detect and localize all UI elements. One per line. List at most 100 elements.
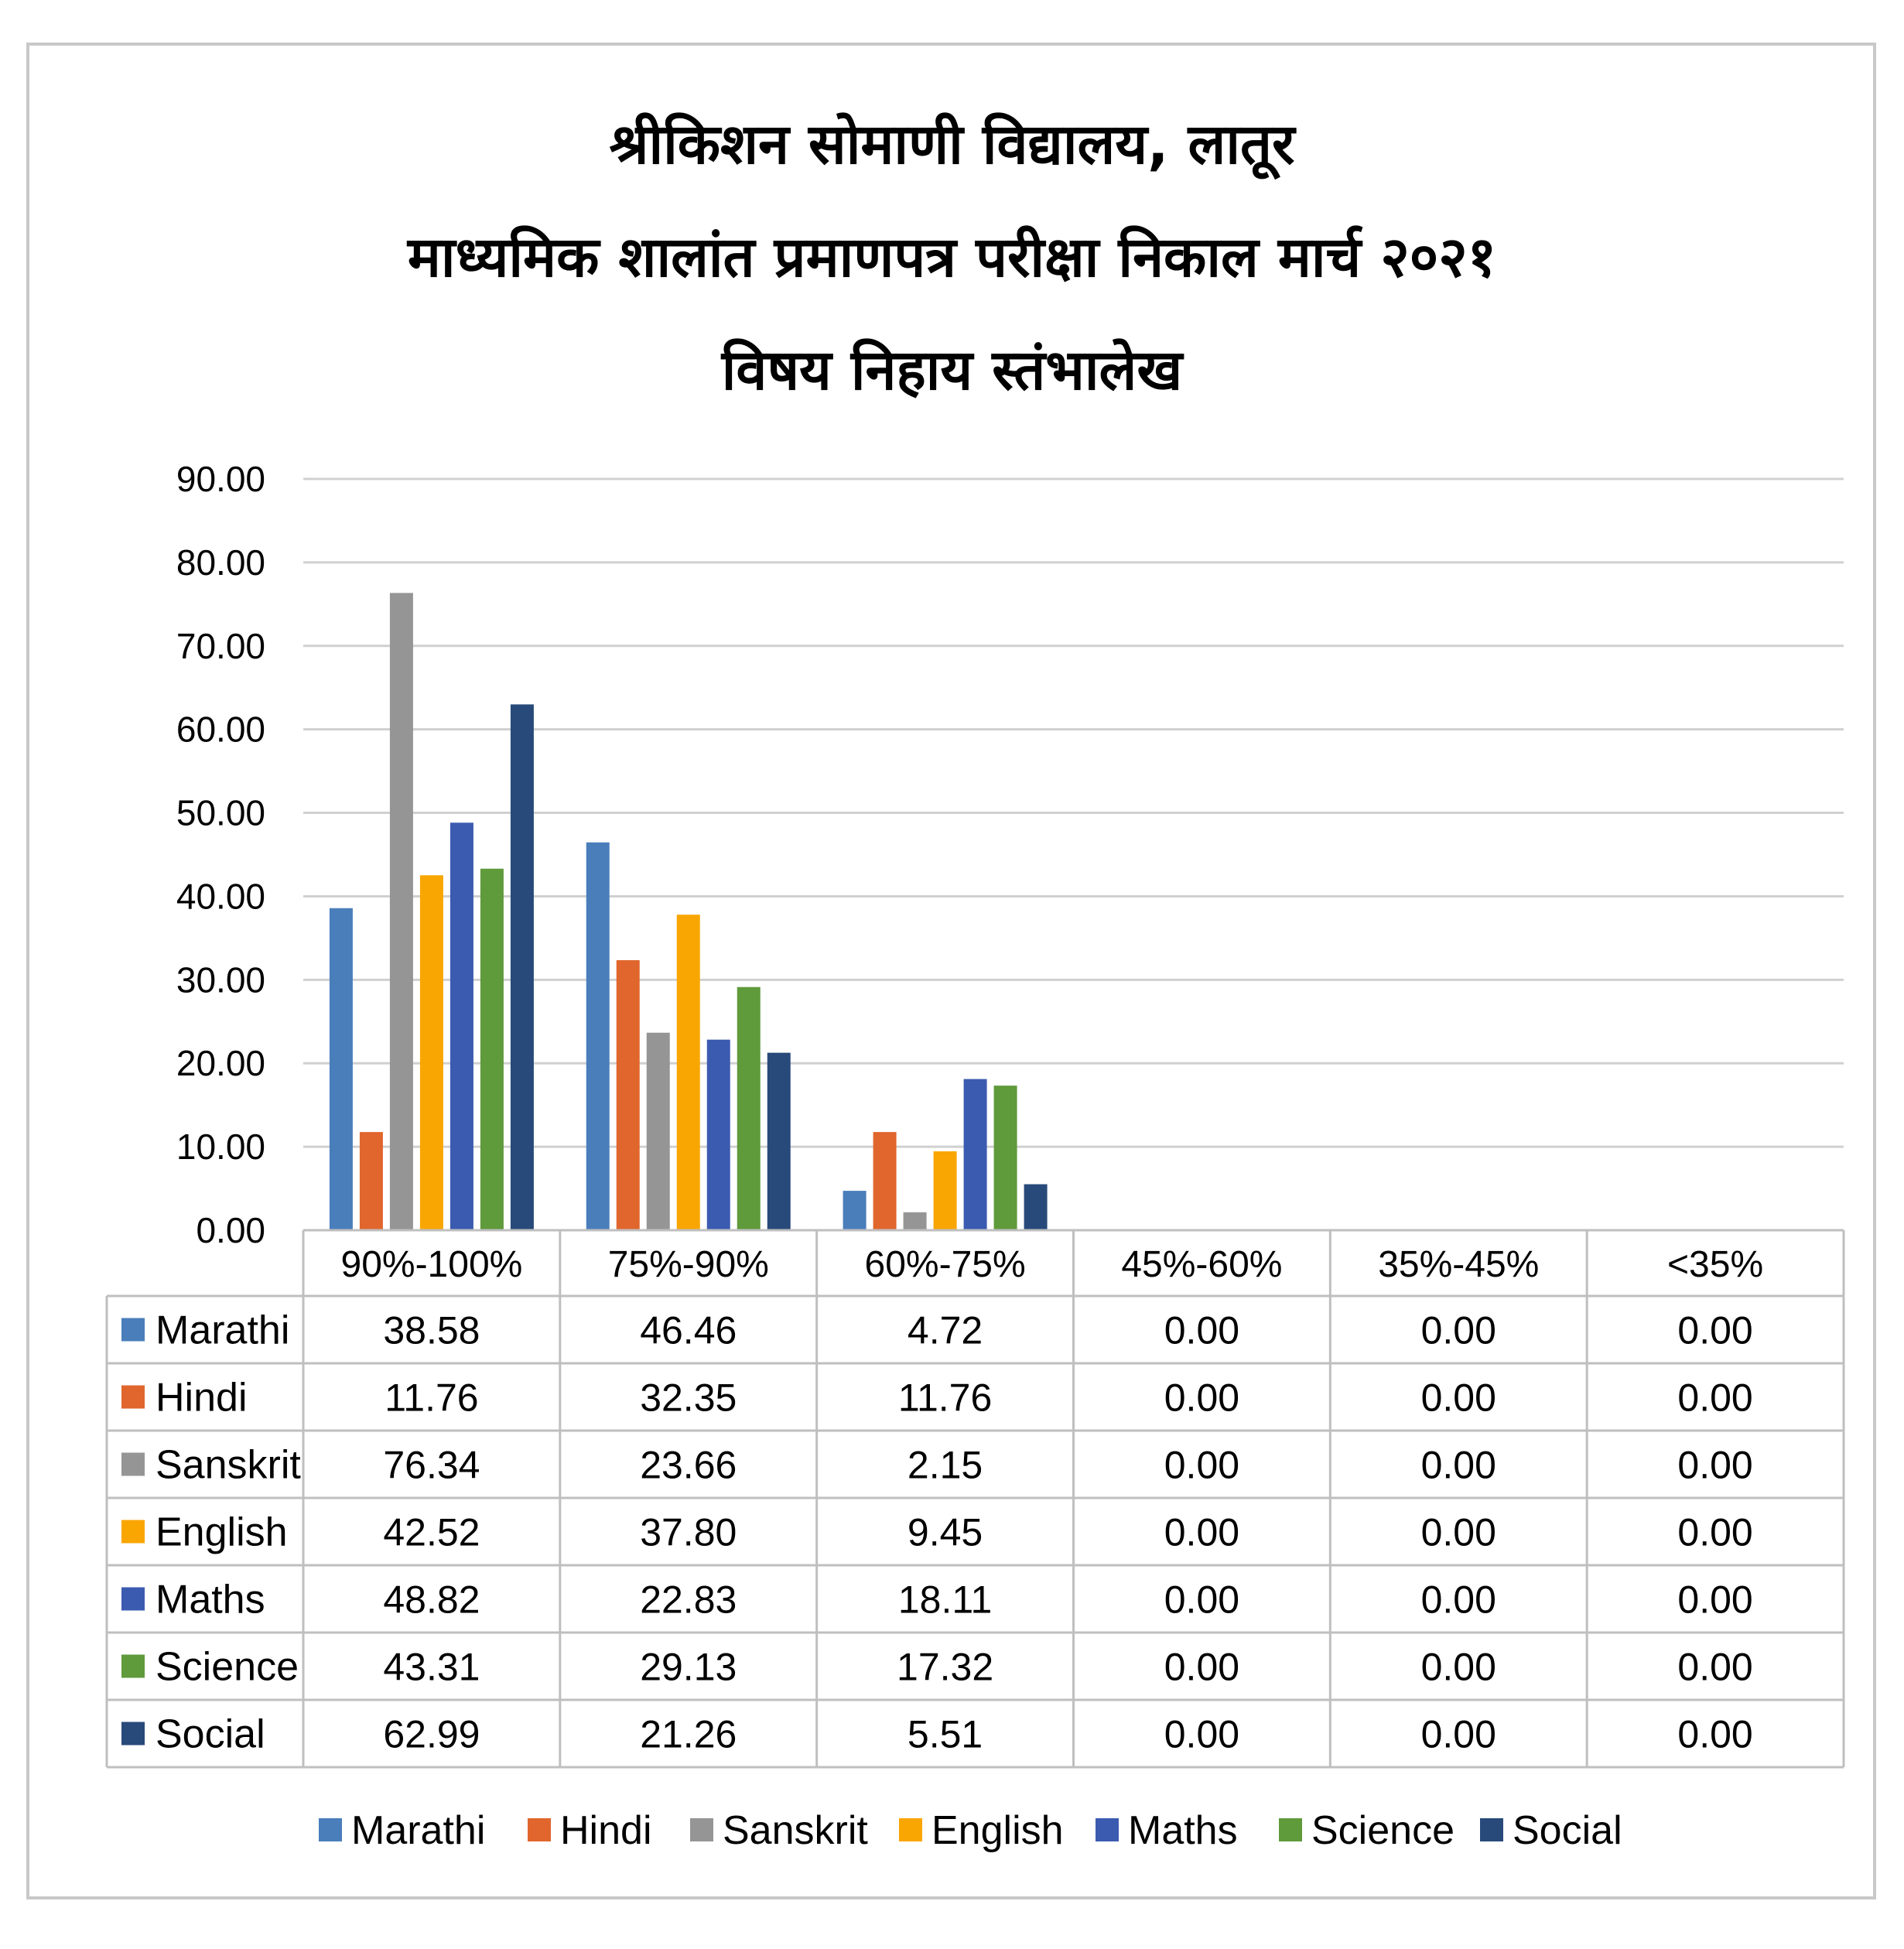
chart-title-line-1: श्रीकिशन सोमाणी विद्यालय, लातूर <box>609 111 1295 176</box>
bar-social-0 <box>510 704 534 1230</box>
table-cell-value: 9.45 <box>908 1511 983 1554</box>
table-cell-value: 0.00 <box>1677 1444 1752 1487</box>
table-cell-value: 0.00 <box>1421 1511 1496 1554</box>
bar-science-1 <box>737 986 761 1230</box>
chart-title-line-2: माध्यमिक शालांत प्रमाणपत्र परीक्षा निकाल… <box>407 224 1497 289</box>
table-cell-value: 0.00 <box>1677 1309 1752 1352</box>
table-row-swatch <box>121 1385 145 1409</box>
bar-science-2 <box>993 1086 1017 1230</box>
legend-swatch-science <box>1279 1818 1302 1841</box>
table-cell-value: 62.99 <box>383 1713 480 1756</box>
table-row-swatch <box>121 1520 145 1544</box>
legend-label-hindi: Hindi <box>560 1808 652 1853</box>
y-tick-label: 0.00 <box>196 1210 265 1250</box>
table-row-swatch <box>121 1654 145 1678</box>
y-tick-label: 70.00 <box>176 626 265 666</box>
gridlines <box>303 477 1844 1148</box>
table-row-swatch <box>121 1722 145 1746</box>
table-cell-value: 0.00 <box>1677 1713 1752 1756</box>
chart-title-line-3: विषय निहाय स्तंभालेख <box>721 337 1183 402</box>
y-tick-label: 80.00 <box>176 542 265 583</box>
y-tick-label: 20.00 <box>176 1043 265 1083</box>
bar-marathi-2 <box>843 1191 867 1230</box>
legend-label-maths: Maths <box>1128 1808 1238 1853</box>
y-tick-label: 90.00 <box>176 459 265 499</box>
table-cell-value: 29.13 <box>640 1646 737 1689</box>
table-cell-value: 0.00 <box>1164 1646 1239 1689</box>
legend-label-social: Social <box>1513 1808 1622 1853</box>
legend-swatch-english <box>899 1818 922 1841</box>
table-cell-value: 4.72 <box>908 1309 983 1352</box>
table-row-swatch <box>121 1452 145 1476</box>
table-row-series-name: Hindi <box>156 1376 248 1421</box>
bars <box>329 593 1048 1230</box>
y-tick-label: 30.00 <box>176 959 265 1000</box>
table-cell-value: 0.00 <box>1421 1646 1496 1689</box>
table-cell-value: 2.15 <box>908 1444 983 1487</box>
bar-sanskrit-2 <box>903 1212 927 1230</box>
bar-social-2 <box>1024 1184 1048 1230</box>
legend-label-english: English <box>931 1808 1064 1853</box>
table-cell-value: 0.00 <box>1164 1309 1239 1352</box>
table-cell-value: 0.00 <box>1677 1511 1752 1554</box>
table-cell-value: 11.76 <box>385 1376 478 1420</box>
chart-frame <box>26 43 1876 1899</box>
table-cell-value: 0.00 <box>1164 1578 1239 1622</box>
table-cell-value: 38.58 <box>383 1309 480 1352</box>
table-cell-value: 0.00 <box>1421 1578 1496 1622</box>
table-cell-value: 43.31 <box>383 1646 480 1689</box>
table-cell-value: 0.00 <box>1164 1713 1239 1756</box>
legend-swatch-marathi <box>319 1818 342 1841</box>
legend-swatch-maths <box>1096 1818 1119 1841</box>
table-cell-value: 46.46 <box>640 1309 737 1352</box>
legend-label-marathi: Marathi <box>351 1808 485 1853</box>
legend-swatch-social <box>1480 1818 1503 1841</box>
x-category-label: 35%-45% <box>1378 1244 1539 1285</box>
y-tick-label: 50.00 <box>176 793 265 833</box>
bar-marathi-1 <box>586 842 610 1230</box>
table-cell-value: 0.00 <box>1421 1444 1496 1487</box>
table-cell-value: 0.00 <box>1164 1511 1239 1554</box>
bar-science-0 <box>480 868 504 1230</box>
bar-english-2 <box>933 1151 957 1230</box>
table-cell-value: 21.26 <box>640 1713 737 1756</box>
y-axis: 0.00 10.00 20.00 30.00 40.00 50.00 60.00 70.00 8… <box>176 459 265 1250</box>
bar-marathi-0 <box>329 908 353 1230</box>
bar-maths-0 <box>450 822 473 1230</box>
x-category-label: <35% <box>1667 1244 1763 1285</box>
bar-hindi-2 <box>873 1132 897 1230</box>
table-row-series-name: English <box>156 1510 288 1555</box>
legend-swatch-hindi <box>528 1818 551 1841</box>
table-cell-value: 0.00 <box>1421 1309 1496 1352</box>
legend-swatch-sanskrit <box>690 1818 713 1841</box>
bar-hindi-1 <box>616 959 640 1230</box>
table-row-series-name: Maths <box>156 1578 265 1622</box>
bar-maths-1 <box>706 1039 730 1230</box>
y-tick-label: 60.00 <box>176 710 265 750</box>
table-cell-value: 48.82 <box>383 1578 480 1622</box>
bar-social-1 <box>767 1052 791 1230</box>
x-category-label: 60%-75% <box>865 1244 1026 1285</box>
bar-hindi-0 <box>359 1132 383 1230</box>
table-cell-value: 0.00 <box>1164 1376 1239 1420</box>
table-cell-value: 11.76 <box>898 1376 992 1420</box>
table-cell-value: 0.00 <box>1677 1646 1752 1689</box>
bar-maths-2 <box>963 1079 987 1230</box>
data-table: 90%-100% 75%-90% 60%-75% 45%-60% 35%-45% <35%… <box>105 1229 1845 1769</box>
table-cell-value: 37.80 <box>640 1511 737 1554</box>
table-row-swatch <box>121 1587 145 1611</box>
bar-sanskrit-1 <box>646 1032 670 1230</box>
x-category-label: 45%-60% <box>1121 1244 1282 1285</box>
table-cell-value: 22.83 <box>640 1578 737 1622</box>
x-category-label: 75%-90% <box>608 1244 769 1285</box>
table-cell-value: 0.00 <box>1677 1376 1752 1420</box>
x-category-label: 90%-100% <box>341 1244 523 1285</box>
table-cell-value: 76.34 <box>383 1444 480 1487</box>
table-row-series-name: Science <box>156 1645 299 1690</box>
table-cell-value: 0.00 <box>1421 1713 1496 1756</box>
table-row-series-name: Social <box>156 1712 265 1757</box>
table-cell-value: 42.52 <box>383 1511 480 1554</box>
table-cell-value: 0.00 <box>1164 1444 1239 1487</box>
table-cell-value: 5.51 <box>908 1713 983 1756</box>
